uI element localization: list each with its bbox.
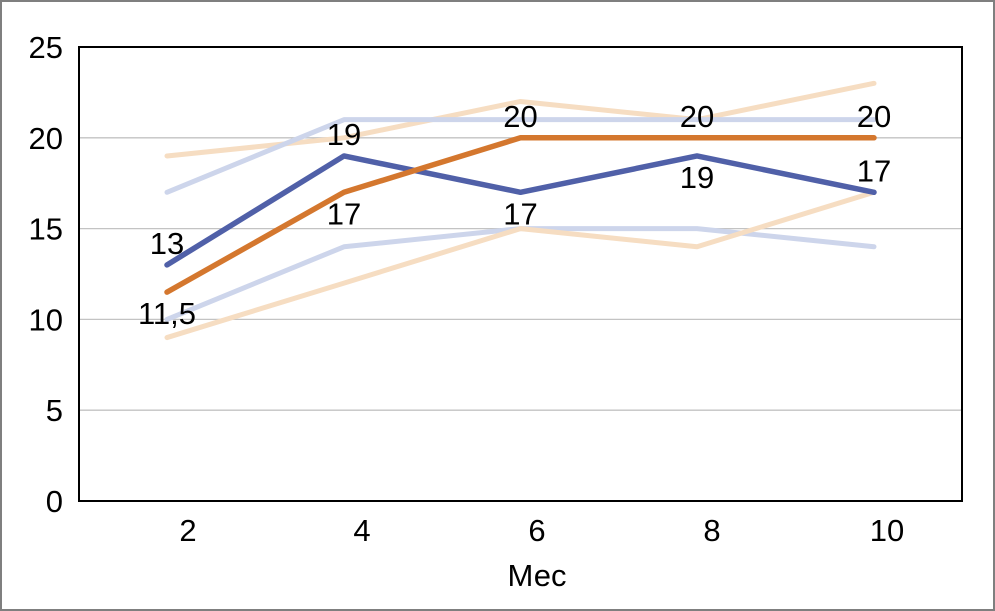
x-tick-label: 6 [528, 513, 545, 548]
data-label-orange: 17 [327, 196, 361, 231]
data-label-dark-blue: 17 [503, 196, 537, 231]
series-line-dark-blue [164, 153, 877, 268]
series-line-lightblue-upper [164, 117, 877, 195]
series-line-peach-lower [164, 189, 877, 341]
data-label-orange: 11,5 [138, 296, 196, 331]
y-tick-label: 5 [46, 393, 63, 428]
y-tick-label: 25 [29, 30, 63, 65]
plot-border [78, 46, 963, 502]
data-label-dark-blue: 19 [327, 117, 361, 152]
data-label-dark-blue: 19 [680, 160, 714, 195]
y-tick-label: 0 [46, 484, 63, 519]
y-tick-label: 15 [29, 212, 63, 247]
x-tick-label: 10 [870, 513, 904, 548]
data-label-dark-blue: 13 [150, 226, 184, 261]
series-line-orange [164, 135, 877, 295]
x-tick-label: 4 [353, 513, 370, 548]
data-label-dark-blue: 17 [857, 153, 891, 188]
data-label-orange: 20 [503, 99, 537, 134]
x-tick-label: 8 [703, 513, 720, 548]
y-tick-label: 10 [29, 302, 63, 337]
x-axis-title: Мес [508, 558, 567, 593]
data-label-orange: 20 [680, 99, 714, 134]
x-tick-label: 2 [179, 513, 196, 548]
data-label-orange: 20 [857, 99, 891, 134]
y-tick-label: 20 [29, 121, 63, 156]
